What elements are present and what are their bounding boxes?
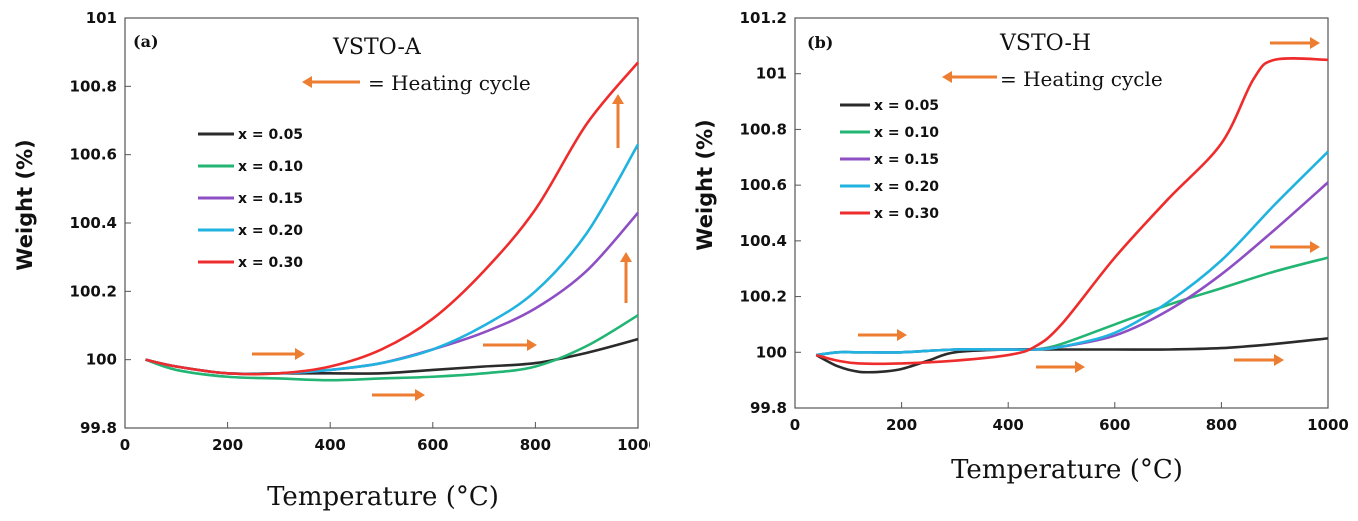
x-tick-label: 0 xyxy=(790,416,800,434)
legend-entry: x = 0.15 xyxy=(874,152,939,168)
x-tick-label: 600 xyxy=(417,436,448,454)
x-tick-label: 800 xyxy=(520,436,551,454)
series-line-2 xyxy=(145,314,639,382)
x-tick-label: 600 xyxy=(1099,416,1130,434)
series-line-4 xyxy=(816,150,1329,357)
x-tick-label: 800 xyxy=(1206,416,1237,434)
series-line-4 xyxy=(145,143,640,376)
direction-arrow-icon xyxy=(1234,354,1284,366)
y-tick-label: 101 xyxy=(86,9,117,27)
y-tick-label: 99.8 xyxy=(80,419,117,437)
x-tick-label: 0 xyxy=(120,436,130,454)
legend-entry: x = 0.10 xyxy=(874,125,939,141)
plot-frame xyxy=(794,17,1329,409)
y-tick-label: 100.6 xyxy=(70,146,117,164)
y-tick-label: 100.8 xyxy=(70,77,117,95)
series-line-5 xyxy=(145,61,639,376)
panel-label: (b) xyxy=(807,33,833,52)
direction-arrow-icon xyxy=(252,348,305,360)
chart-a: 0 200 400 600 800 1000 99.8 100 100.2 100.4 100.6 1… xyxy=(13,9,659,512)
chart-title: VSTO-A xyxy=(332,35,422,60)
series-line-5 xyxy=(815,57,1329,366)
x-tick-label: 1000 xyxy=(617,436,650,454)
x-tick-label: 200 xyxy=(212,436,243,454)
y-tick-label: 101 xyxy=(756,65,787,83)
direction-arrow-icon xyxy=(1270,241,1320,253)
chart-b: 0 200 400 600 800 1000 99.8 100 100.2 100.4 100.6 1… xyxy=(693,9,1349,485)
x-axis-label: Temperature (°C) xyxy=(267,482,499,512)
direction-arrow-icon xyxy=(620,252,632,303)
heating-cycle-note: = Heating cycle xyxy=(368,71,531,95)
direction-arrow-icon xyxy=(483,339,537,351)
x-tick-label: 200 xyxy=(886,416,917,434)
x-tick-label: 400 xyxy=(993,416,1024,434)
heating-cycle-note: = Heating cycle xyxy=(1000,67,1163,91)
y-tick-label: 100.6 xyxy=(740,176,787,194)
direction-arrow-icon xyxy=(1270,37,1320,49)
direction-arrow-icon xyxy=(612,94,624,148)
series-line-3 xyxy=(145,211,639,376)
chart-title: VSTO-H xyxy=(999,31,1091,56)
y-tick-label: 100 xyxy=(756,343,787,361)
legend-entry: x = 0.10 xyxy=(238,159,303,175)
legend-entry: x = 0.30 xyxy=(874,206,939,222)
legend-entry: x = 0.05 xyxy=(874,98,939,114)
heating-cycle-arrow-icon xyxy=(942,71,997,83)
y-tick-label: 100.4 xyxy=(740,232,787,250)
heating-cycle-arrow-icon xyxy=(302,76,360,88)
legend-entry: x = 0.15 xyxy=(238,191,303,207)
legend-entry: x = 0.20 xyxy=(238,223,303,239)
y-axis-label: Weight (%) xyxy=(693,119,717,250)
y-tick-label: 100.2 xyxy=(740,288,787,306)
direction-arrow-icon xyxy=(858,329,907,341)
chart-panel-b: 0 200 400 600 800 1000 99.8 100 100.2 100.4 100.6 1… xyxy=(650,0,1358,516)
y-tick-label: 100.2 xyxy=(70,282,117,300)
y-tick-label: 100 xyxy=(86,351,117,369)
series-line-2 xyxy=(816,256,1329,357)
panel-label: (a) xyxy=(133,32,159,51)
legend-entry: x = 0.20 xyxy=(874,179,939,195)
y-tick-label: 100.4 xyxy=(70,214,117,232)
legend-entry: x = 0.05 xyxy=(238,127,303,143)
y-tick-label: 99.8 xyxy=(750,399,787,417)
x-axis-label: Temperature (°C) xyxy=(951,455,1183,485)
legend-entry: x = 0.30 xyxy=(238,255,303,271)
y-tick-label: 101.2 xyxy=(740,9,787,27)
y-axis-label: Weight (%) xyxy=(13,139,37,270)
y-tick-label: 100.8 xyxy=(740,120,787,138)
direction-arrow-icon xyxy=(372,389,425,401)
x-tick-label: 1000 xyxy=(1307,416,1349,434)
direction-arrow-icon xyxy=(1036,361,1085,373)
chart-panel-a: 0 200 400 600 800 1000 99.8 100 100.2 100.4 100.6 1… xyxy=(0,0,659,516)
x-tick-label: 400 xyxy=(315,436,346,454)
